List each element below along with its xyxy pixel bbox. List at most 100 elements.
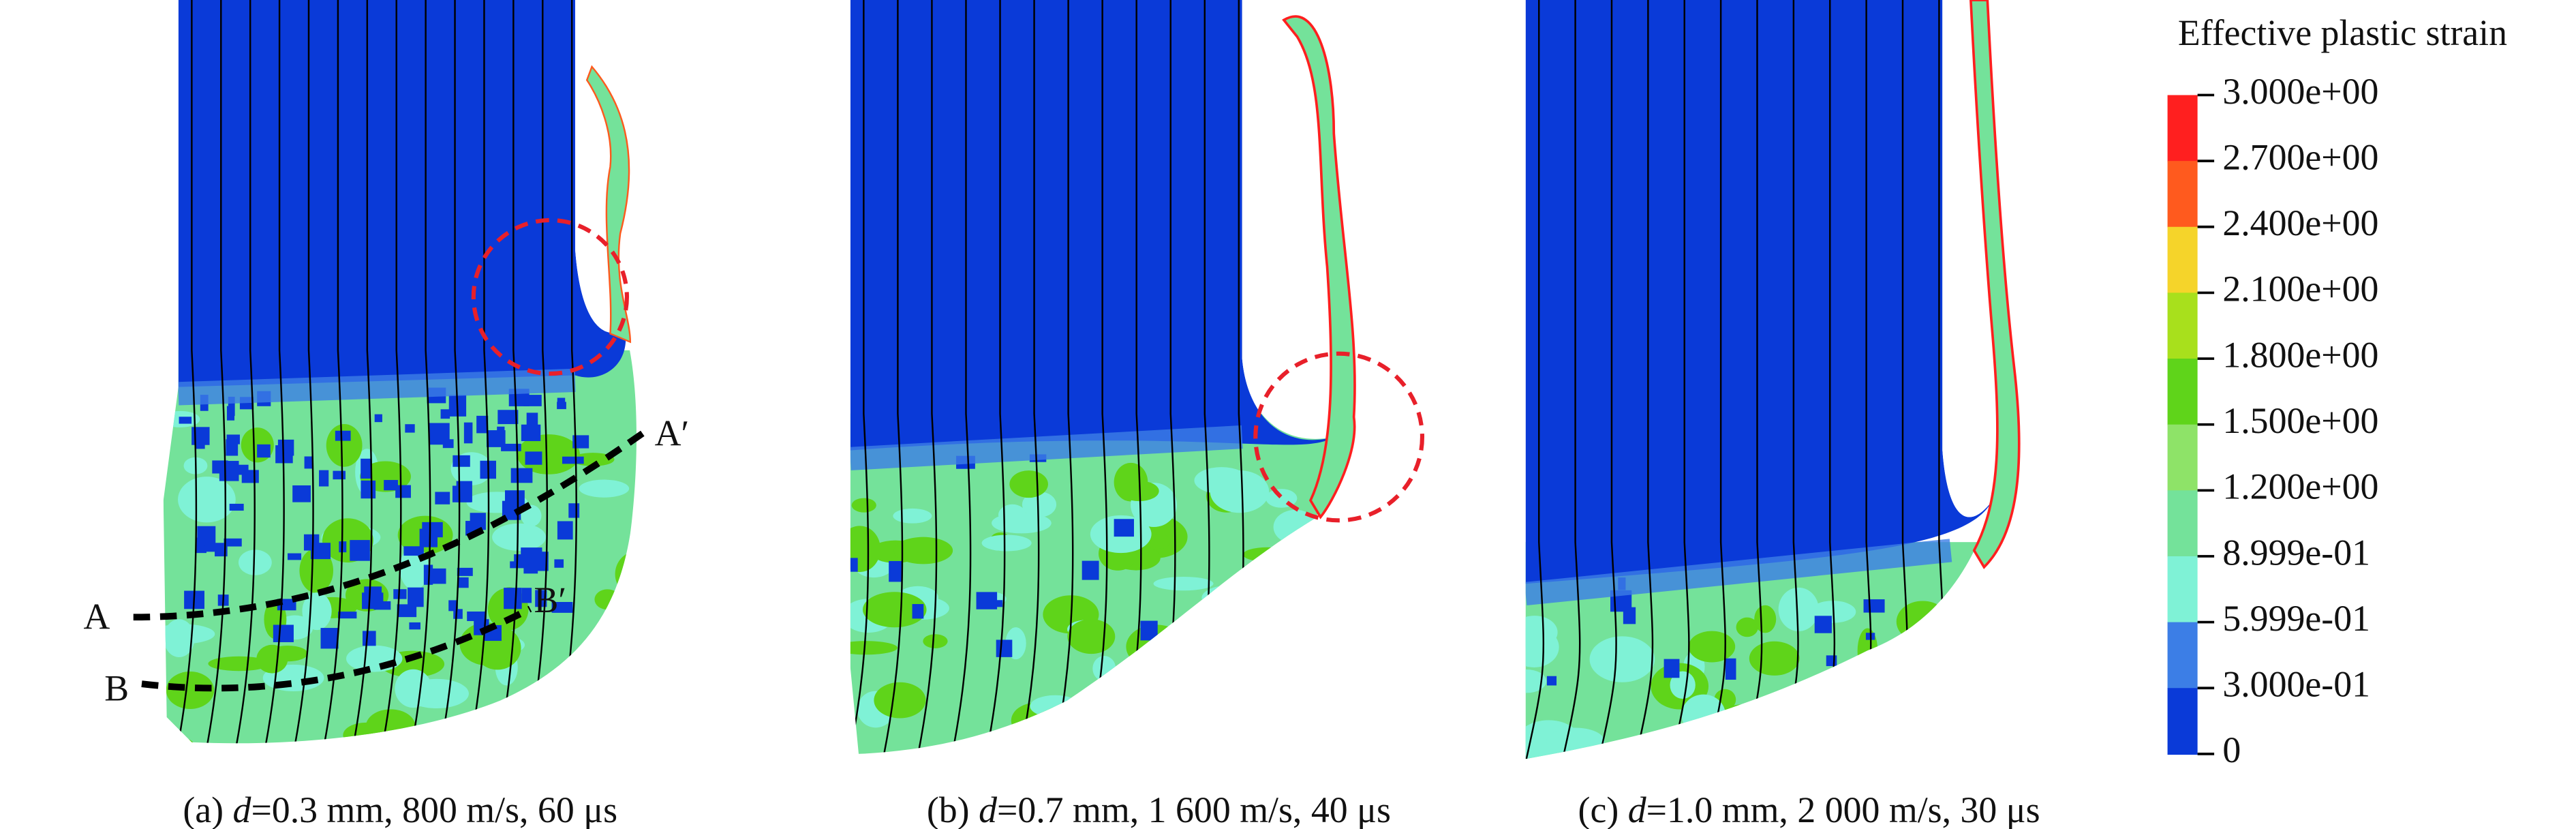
strain-patch <box>1117 732 1144 754</box>
strain-patch <box>912 604 924 619</box>
material-line <box>910 0 938 754</box>
strain-patch <box>338 612 357 619</box>
strain-patch <box>395 485 411 498</box>
blue-region <box>178 0 626 387</box>
strain-patch <box>456 481 472 502</box>
material-line <box>876 0 904 754</box>
strain-patch <box>476 415 489 434</box>
strain-patch <box>1681 694 1726 736</box>
material-line <box>288 0 314 744</box>
material-line <box>1525 0 1545 759</box>
strain-patch <box>1525 669 1547 693</box>
strain-patch <box>497 410 519 425</box>
strain-patch <box>1749 641 1800 676</box>
strain-patch <box>1865 751 1903 759</box>
blue-fringe <box>178 368 576 406</box>
strain-patch <box>1753 727 1779 759</box>
strain-patch <box>572 435 589 449</box>
strain-patch <box>1865 706 1904 747</box>
strain-patch <box>1012 750 1071 754</box>
strain-patch <box>1670 671 1696 699</box>
strain-patch <box>453 455 470 467</box>
strain-patch <box>299 548 334 593</box>
strain-patch <box>208 656 270 672</box>
strain-patch <box>256 644 288 674</box>
strain-patch <box>557 402 566 410</box>
colorbar-segment <box>2167 622 2198 689</box>
strain-patch <box>1231 631 1251 657</box>
strain-patch <box>1957 731 1991 759</box>
strain-patch <box>1242 547 1291 562</box>
strain-patch <box>1501 768 1560 810</box>
strain-patch <box>1982 746 1993 759</box>
material-line <box>346 0 373 744</box>
blue-fringe <box>850 425 1243 470</box>
strain-patch <box>1623 607 1636 624</box>
strain-patch <box>1896 601 1949 643</box>
strain-patch <box>212 460 228 474</box>
strain-patch <box>1835 693 1871 710</box>
strain-patch <box>1201 584 1264 611</box>
strain-patch <box>362 592 384 609</box>
strain-patch <box>163 737 196 744</box>
strain-patch <box>1030 695 1081 718</box>
strain-patch <box>504 588 522 609</box>
strain-patch <box>178 477 236 523</box>
strain-patch <box>304 456 312 469</box>
strain-patch <box>534 711 559 744</box>
strain-patch <box>310 543 331 560</box>
strain-patch <box>850 558 858 572</box>
strain-patch <box>429 423 450 445</box>
strain-patch <box>163 624 215 644</box>
strain-patch <box>557 521 573 540</box>
strain-patch <box>343 722 389 744</box>
strain-patch <box>1940 667 1989 699</box>
strain-patch <box>226 439 239 456</box>
highlight-circle <box>1253 351 1425 523</box>
material-line <box>229 0 256 744</box>
strain-patch <box>229 503 244 511</box>
strain-patch <box>197 526 216 546</box>
strain-patch <box>486 430 506 447</box>
strain-patch <box>593 691 619 722</box>
strain-patch <box>1944 669 1987 714</box>
strain-patch <box>1972 757 1993 759</box>
strain-patch <box>1022 492 1057 517</box>
section-line <box>133 427 649 621</box>
strain-patch <box>335 430 351 441</box>
strain-patch <box>1723 704 1762 725</box>
colorbar-segment <box>2167 359 2198 425</box>
strain-patch <box>1140 620 1158 641</box>
colorbar-segment <box>2167 688 2198 755</box>
strain-patch <box>195 442 205 449</box>
material-line <box>1591 0 1617 759</box>
strain-patch <box>1220 727 1269 745</box>
strain-patch <box>440 409 450 419</box>
strain-patch <box>384 480 398 491</box>
colorbar: 3.000e+00 2.700e+00 2.400e+00 2.100e+00 1.80… <box>2167 71 2378 770</box>
debris-strip <box>1969 0 2021 569</box>
strain-patch <box>1826 655 1837 667</box>
strain-patch <box>1863 686 1886 715</box>
strain-patch <box>893 537 953 564</box>
caption: (b) d=0.7 mm, 1 600 m/s, 40 μs <box>927 789 1391 829</box>
strain-patch <box>1125 657 1147 702</box>
material-line <box>200 0 227 744</box>
strain-patch <box>1226 639 1245 654</box>
material-line <box>375 0 402 744</box>
strain-patch <box>238 549 272 575</box>
strain-patch <box>393 589 407 599</box>
strain-patch <box>1662 728 1726 743</box>
strain-patch <box>535 590 547 607</box>
strain-patch <box>361 480 376 499</box>
strain-patch <box>428 526 442 533</box>
strain-patch <box>361 458 371 479</box>
strain-patch <box>179 417 192 424</box>
highlight-circle <box>471 217 629 376</box>
strain-patch <box>574 712 637 744</box>
strain-patch <box>350 540 370 561</box>
colorbar-label: 1.500e+00 <box>2222 400 2378 441</box>
strain-patch <box>1092 656 1116 682</box>
